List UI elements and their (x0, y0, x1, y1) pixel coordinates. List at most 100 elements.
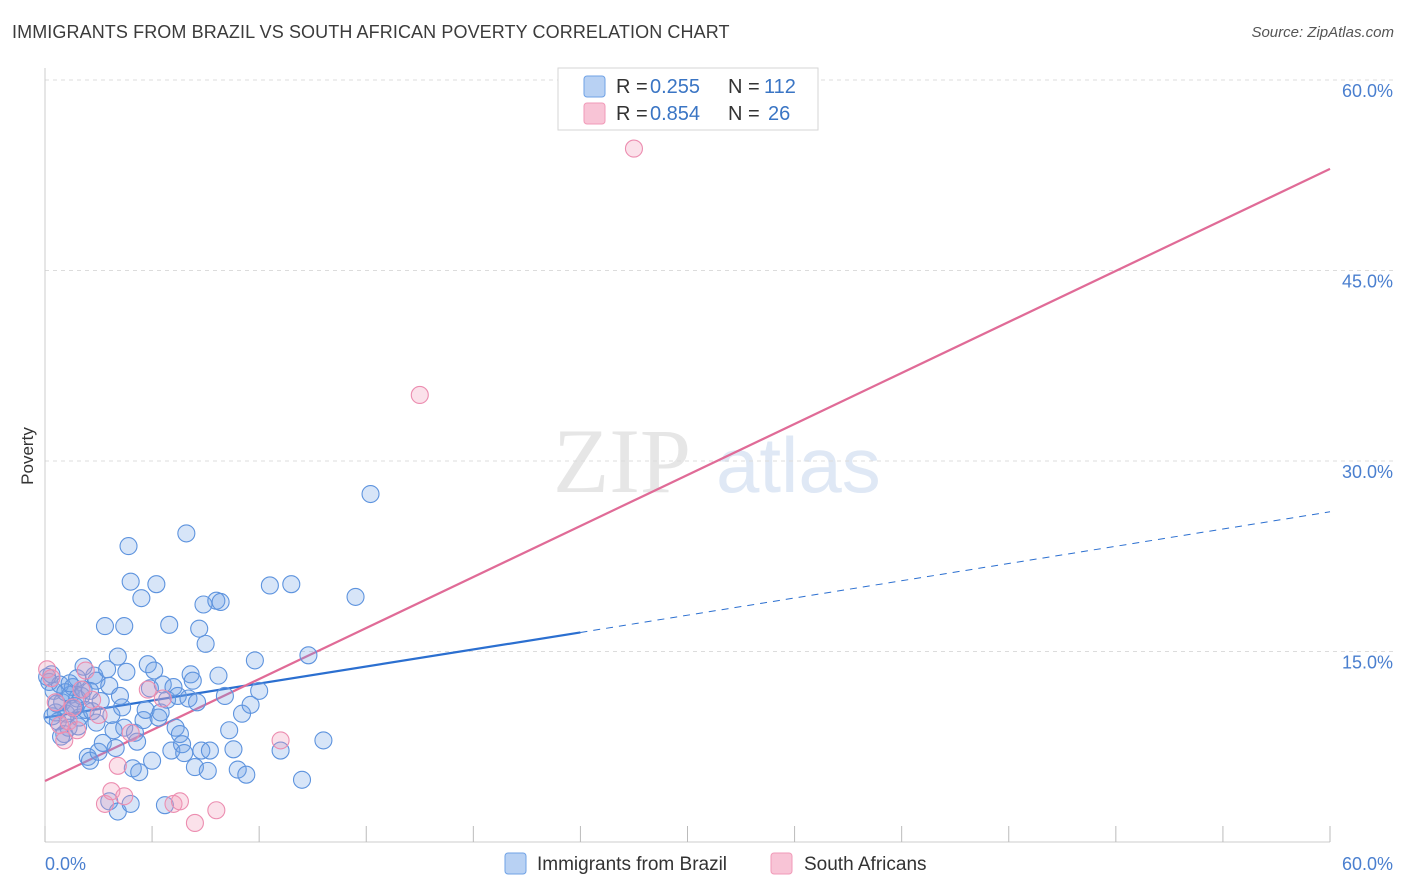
legend-n-value-1: 112 (764, 76, 796, 98)
point-brazil-80 (220, 721, 239, 740)
point-south-africans-16 (121, 723, 140, 742)
point-brazil-60 (168, 686, 187, 706)
bottom-swatch-brazil (504, 852, 527, 875)
legend-r-label-2: R = (616, 103, 648, 125)
point-south-africans-2 (46, 693, 65, 712)
point-brazil-33 (110, 686, 130, 706)
point-brazil-81 (224, 740, 243, 759)
point-brazil-111 (121, 794, 140, 813)
point-brazil-37 (119, 537, 138, 556)
trend-line-brazil (44, 631, 581, 719)
point-brazil-35 (115, 617, 134, 636)
point-brazil-49 (145, 661, 164, 680)
point-brazil-92 (299, 646, 318, 665)
point-brazil-74 (198, 761, 217, 780)
point-brazil-48 (143, 751, 162, 770)
point-brazil-41 (128, 732, 147, 751)
scatter-points (38, 139, 644, 833)
bottom-legend-south-africans: South Africans (804, 854, 927, 875)
y-tick-label-15: 15.0% (1342, 653, 1393, 673)
y-tick-label-45: 45.0% (1342, 272, 1393, 292)
point-brazil-73 (196, 634, 215, 653)
point-south-africans-11 (89, 705, 108, 725)
point-south-africans-4 (55, 731, 74, 750)
point-brazil-23 (89, 742, 108, 761)
correlation-legend: R = 0.255 N = 112 R = 0.854 N = 26 (557, 67, 819, 131)
point-south-africans-23 (410, 385, 429, 405)
point-brazil-42 (130, 763, 149, 782)
point-brazil-78 (211, 592, 230, 612)
bottom-swatch-south-africans (770, 852, 793, 875)
legend-n-label-1: N = (728, 76, 760, 98)
point-brazil-43 (132, 589, 151, 608)
point-brazil-26 (95, 617, 115, 636)
point-south-africans-15 (115, 787, 134, 806)
point-brazil-94 (346, 587, 365, 606)
trend-line-south-africans (44, 167, 1331, 783)
point-brazil-77 (209, 666, 228, 685)
chart-title: IMMIGRANTS FROM BRAZIL VS SOUTH AFRICAN … (12, 22, 730, 42)
point-brazil-89 (271, 741, 290, 760)
point-brazil-64 (177, 524, 196, 543)
point-brazil-38 (121, 572, 140, 591)
point-brazil-95 (361, 484, 380, 504)
point-south-africans-7 (68, 721, 87, 740)
point-brazil-56 (160, 615, 179, 634)
legend-swatch-brazil (583, 75, 606, 98)
point-south-africans-22 (271, 731, 290, 750)
trend-lines (44, 167, 1331, 783)
point-south-africans-21 (207, 801, 226, 820)
point-south-africans-24 (624, 139, 644, 158)
point-brazil-86 (245, 651, 264, 670)
point-brazil-58 (164, 678, 183, 697)
point-brazil-70 (190, 619, 209, 638)
point-south-africans-18 (153, 689, 172, 708)
legend-n-label-2: N = (728, 103, 760, 125)
point-south-africans-14 (108, 756, 127, 775)
grid-lines (45, 79, 1395, 652)
bottom-legend-brazil: Immigrants from Brazil (537, 854, 727, 875)
y-tick-label-60: 60.0% (1342, 81, 1393, 101)
point-south-africans-20 (185, 813, 204, 833)
legend-r-label-1: R = (616, 76, 648, 98)
point-brazil-67 (183, 671, 202, 690)
point-brazil-75 (200, 741, 219, 760)
legend-r-value-2: 0.854 (650, 103, 700, 125)
point-south-africans-1 (42, 669, 61, 688)
point-brazil-87 (250, 681, 269, 700)
trend-line-brazil-extension (580, 511, 1331, 633)
point-south-africans-25 (170, 792, 189, 811)
x-tick-labels: 0.0% 60.0% (45, 854, 1393, 874)
point-brazil-69 (188, 693, 207, 712)
point-brazil-63 (175, 744, 194, 763)
point-south-africans-17 (138, 680, 157, 699)
legend-swatch-south-africans (583, 102, 606, 125)
point-brazil-29 (102, 705, 121, 725)
point-south-africans-6 (63, 698, 82, 717)
point-brazil-40 (125, 723, 144, 742)
point-brazil-34 (113, 698, 132, 717)
point-brazil-88 (260, 576, 279, 595)
point-south-africans-9 (76, 661, 95, 680)
point-brazil-85 (241, 695, 260, 714)
legend-n-value-2: 26 (768, 103, 790, 125)
point-brazil-31 (106, 738, 125, 758)
x-tick-label-start: 0.0% (45, 854, 86, 874)
x-tick-label-end: 60.0% (1342, 854, 1393, 874)
y-tick-label-30: 30.0% (1342, 462, 1393, 482)
point-brazil-65 (179, 689, 198, 708)
point-brazil-79 (215, 686, 234, 706)
point-brazil-90 (282, 575, 301, 594)
series-legend: Immigrants from Brazil South Africans (504, 852, 927, 875)
y-tick-labels: 15.0% 30.0% 45.0% 60.0% (1342, 81, 1393, 673)
point-brazil-99 (87, 713, 106, 732)
point-brazil-91 (292, 770, 312, 789)
y-axis-label: Poverty (18, 427, 37, 485)
point-south-africans-10 (83, 690, 102, 709)
point-brazil-82 (228, 760, 247, 779)
point-brazil-93 (314, 731, 333, 750)
legend-r-value-1: 0.255 (650, 76, 700, 98)
watermark-atlas: atlas (716, 421, 881, 509)
point-brazil-62 (173, 735, 192, 754)
